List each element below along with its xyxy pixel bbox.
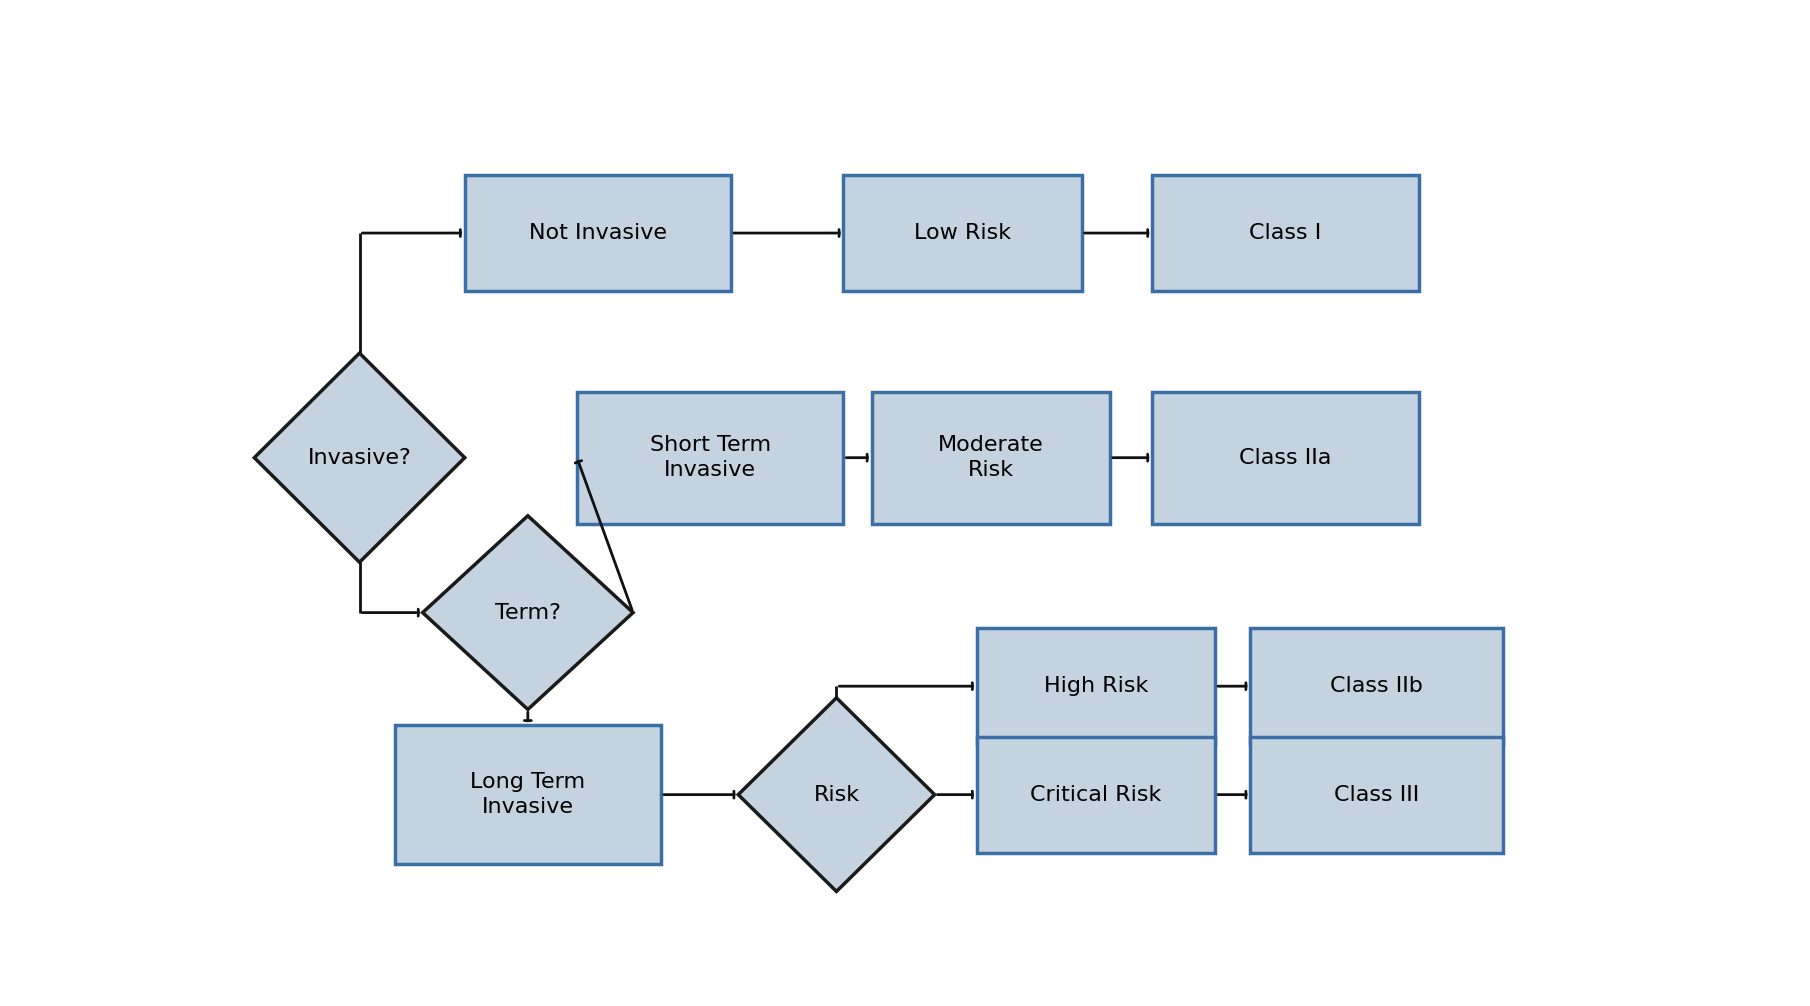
Text: Short Term
Invasive: Short Term Invasive [650, 436, 771, 480]
FancyBboxPatch shape [1251, 628, 1502, 744]
Text: Critical Risk: Critical Risk [1030, 785, 1162, 805]
FancyBboxPatch shape [577, 392, 843, 523]
FancyBboxPatch shape [872, 392, 1110, 523]
FancyBboxPatch shape [1153, 392, 1419, 523]
FancyBboxPatch shape [1251, 736, 1502, 853]
Text: Not Invasive: Not Invasive [529, 223, 666, 243]
Polygon shape [424, 516, 634, 709]
Polygon shape [253, 353, 465, 562]
Text: Class IIb: Class IIb [1330, 676, 1423, 696]
Text: High Risk: High Risk [1044, 676, 1148, 696]
Text: Class IIa: Class IIa [1240, 448, 1332, 468]
FancyBboxPatch shape [465, 175, 731, 291]
Text: Invasive?: Invasive? [308, 448, 411, 468]
Polygon shape [738, 698, 934, 891]
Text: Class III: Class III [1334, 785, 1419, 805]
FancyBboxPatch shape [977, 628, 1215, 744]
Text: Class I: Class I [1249, 223, 1321, 243]
Text: Moderate
Risk: Moderate Risk [938, 436, 1044, 480]
FancyBboxPatch shape [1153, 175, 1419, 291]
Text: Low Risk: Low Risk [914, 223, 1012, 243]
FancyBboxPatch shape [843, 175, 1082, 291]
Text: Long Term
Invasive: Long Term Invasive [471, 773, 585, 817]
Text: Term?: Term? [494, 603, 561, 623]
FancyBboxPatch shape [977, 736, 1215, 853]
Text: Risk: Risk [813, 785, 860, 805]
FancyBboxPatch shape [395, 725, 661, 864]
